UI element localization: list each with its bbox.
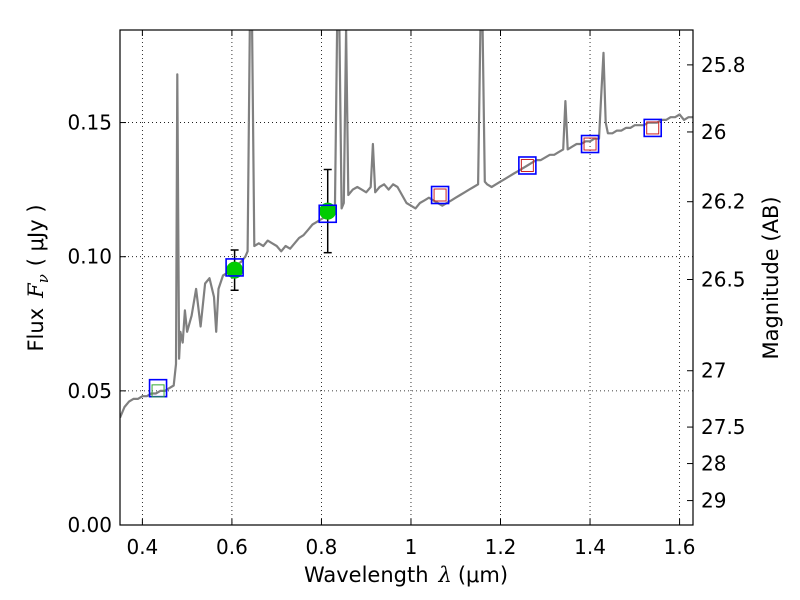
x-axis-title: Wavelength λ (μm) — [304, 563, 508, 587]
x-tick-label: 0.6 — [216, 535, 248, 559]
plot-frame — [119, 29, 694, 526]
right-tick-label: 28 — [701, 452, 726, 476]
right-tick-label: 27.5 — [701, 415, 746, 439]
x-tick-label: 1.6 — [664, 535, 696, 559]
x-tick-label: 0.8 — [306, 535, 338, 559]
right-tick-label: 25.8 — [701, 53, 746, 77]
y-tick-label: 0.15 — [67, 111, 112, 135]
model-box-marker — [580, 134, 600, 154]
spectrum-line — [120, 30, 693, 419]
axis-ticks: 0.4 0.6 0.8 1 1.2 1.4 1.6 0.00 0.05 0.10 0.15 25.8 2… — [67, 30, 746, 559]
model-inner-marker — [646, 121, 660, 135]
model-box-marker — [318, 204, 338, 224]
y-tick-label: 0.05 — [67, 379, 112, 403]
right-tick-label: 26.2 — [701, 190, 746, 214]
model-inner-marker — [433, 188, 447, 202]
model-box-marker — [518, 156, 537, 175]
x-tick-label: 1.2 — [485, 535, 517, 559]
y-axis-title: FluxFν( μJy ) — [24, 204, 52, 351]
model-box-marker — [430, 185, 450, 205]
x-tick-label: 1.4 — [574, 535, 606, 559]
right-tick-label: 26.5 — [701, 268, 746, 292]
x-tick-label: 1 — [405, 535, 418, 559]
right-axis-title: Magnitude (AB) — [759, 196, 783, 359]
x-tick-label: 0.4 — [126, 535, 158, 559]
plot-area — [120, 30, 693, 419]
model-inner-marker — [520, 158, 534, 172]
y-tick-label: 0.10 — [67, 245, 112, 269]
model-inner-marker — [583, 137, 597, 151]
right-tick-label: 26 — [701, 120, 726, 144]
right-tick-label: 29 — [701, 489, 726, 513]
y-tick-label: 0.00 — [67, 513, 112, 537]
model-inner-marker — [151, 384, 165, 398]
grid-lines — [120, 30, 693, 526]
model-box-marker — [643, 118, 663, 138]
model-box-marker — [225, 258, 244, 277]
right-tick-label: 27 — [701, 359, 726, 383]
